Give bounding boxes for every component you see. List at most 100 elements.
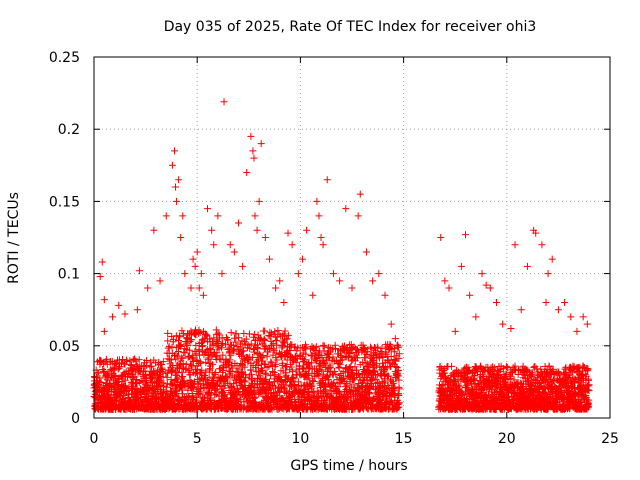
y-tick-label: 0.05	[49, 339, 80, 355]
data-point	[549, 365, 557, 373]
data-point	[489, 366, 497, 374]
data-point	[176, 332, 184, 340]
data-point	[183, 346, 191, 354]
data-point	[116, 363, 124, 371]
data-point	[193, 248, 201, 256]
data-point	[361, 344, 369, 352]
data-point	[506, 375, 514, 383]
data-point	[319, 370, 327, 378]
data-point	[361, 367, 369, 375]
data-point	[388, 398, 396, 406]
data-point	[507, 324, 515, 332]
data-point	[528, 370, 536, 378]
data-point	[380, 365, 388, 373]
data-point	[176, 342, 184, 350]
data-point	[158, 364, 166, 372]
data-point	[395, 399, 403, 407]
data-point	[232, 338, 240, 346]
data-point	[96, 374, 104, 382]
data-point	[175, 348, 183, 356]
data-point	[110, 366, 118, 374]
data-point	[148, 362, 156, 370]
data-point	[214, 212, 222, 220]
data-point	[133, 306, 141, 314]
plot-area-frame	[93, 56, 611, 419]
data-point	[163, 373, 171, 381]
data-point	[217, 356, 225, 364]
data-point	[584, 402, 592, 410]
data-point	[218, 339, 226, 347]
data-point	[336, 277, 344, 285]
data-point	[276, 376, 284, 384]
data-point	[315, 349, 323, 357]
data-point	[323, 176, 331, 184]
data-point	[280, 298, 288, 306]
data-point	[173, 197, 181, 205]
data-point	[247, 340, 255, 348]
data-point	[456, 383, 464, 391]
data-point	[567, 313, 575, 321]
data-point	[375, 270, 383, 278]
data-point	[186, 346, 194, 354]
data-point	[537, 365, 545, 373]
data-point	[359, 377, 367, 385]
data-point	[351, 363, 359, 371]
data-point	[187, 363, 195, 371]
data-point	[334, 387, 342, 395]
data-point	[362, 248, 370, 256]
data-point	[177, 234, 185, 241]
data-point	[284, 229, 292, 237]
data-point	[369, 277, 377, 285]
data-point	[197, 359, 205, 367]
data-point	[245, 330, 253, 338]
data-point	[251, 393, 259, 401]
data-point	[177, 341, 185, 349]
data-point	[329, 353, 337, 361]
data-point	[579, 313, 587, 321]
data-point	[302, 343, 310, 351]
data-point	[502, 362, 510, 370]
data-point	[523, 262, 531, 270]
data-point	[585, 387, 593, 395]
data-point	[281, 327, 289, 335]
data-point	[170, 147, 178, 155]
data-point	[115, 301, 123, 309]
data-point	[353, 354, 361, 362]
data-point	[244, 341, 252, 349]
data-point	[259, 352, 267, 360]
data-point	[172, 183, 180, 191]
data-point	[187, 284, 195, 292]
data-point	[583, 320, 591, 328]
data-point	[276, 277, 284, 285]
data-point	[387, 320, 395, 328]
data-point	[386, 359, 394, 367]
data-point	[247, 132, 255, 140]
data-point	[175, 337, 183, 345]
data-point	[182, 361, 190, 369]
data-point	[298, 255, 306, 263]
data-point	[441, 277, 449, 285]
data-point	[188, 392, 196, 400]
data-point	[386, 340, 394, 348]
data-point	[164, 355, 172, 363]
data-point	[471, 371, 479, 379]
data-point	[282, 369, 290, 377]
data-point	[173, 388, 181, 396]
data-point	[350, 381, 358, 389]
data-point	[241, 378, 249, 386]
data-point	[242, 335, 250, 343]
data-point	[247, 366, 255, 374]
data-point	[184, 341, 192, 349]
data-point	[174, 352, 182, 360]
data-point	[162, 212, 170, 220]
data-point	[579, 362, 587, 370]
data-point	[265, 255, 273, 263]
data-point	[250, 330, 258, 338]
data-point	[100, 296, 108, 304]
data-point	[178, 386, 186, 394]
data-point	[478, 270, 486, 278]
data-point	[267, 402, 275, 410]
data-point	[332, 370, 340, 378]
data-point	[381, 291, 389, 299]
data-point	[349, 367, 357, 375]
